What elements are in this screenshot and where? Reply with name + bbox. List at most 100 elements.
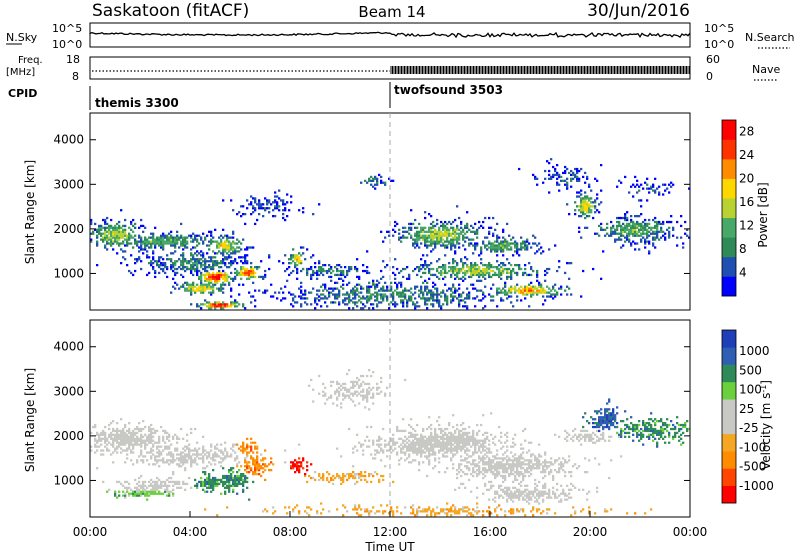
power-cell [208, 260, 211, 263]
power-cell [400, 236, 403, 239]
power-cell [140, 244, 143, 247]
power-cell [174, 287, 177, 290]
power-cell [472, 266, 475, 269]
power-cell [524, 289, 527, 292]
power-cell [278, 291, 281, 294]
power-cell [114, 232, 117, 235]
power-cell [238, 256, 241, 259]
power-cell [644, 181, 647, 184]
velocity-cell [246, 445, 249, 448]
power-cell [488, 271, 491, 275]
power-cell [468, 275, 471, 279]
power-cell [416, 301, 419, 304]
power-cell [320, 305, 323, 308]
power-cell [228, 281, 231, 284]
power-cell [570, 173, 573, 177]
velocity-cell [116, 439, 119, 442]
velocity-cell [366, 425, 369, 429]
power-cell [232, 242, 235, 245]
power-cell [350, 289, 353, 292]
power-cell [108, 242, 111, 245]
power-cell [470, 242, 473, 245]
power-cell [180, 273, 183, 277]
velocity-cell [440, 437, 443, 440]
power-cell [568, 171, 571, 175]
power-cell [632, 220, 635, 224]
power-cell [356, 283, 359, 286]
power-cell [444, 244, 447, 247]
power-cell [374, 299, 377, 302]
power-cell [496, 238, 499, 241]
power-cell [240, 205, 243, 208]
velocity-cell [446, 443, 449, 446]
power-cell [416, 244, 419, 247]
power-cell [334, 297, 337, 300]
power-cell [660, 226, 663, 229]
power-cell [232, 301, 235, 304]
power-cell [132, 246, 135, 249]
power-cell [190, 252, 193, 255]
power-cell [432, 236, 435, 239]
power-cell [148, 242, 151, 245]
power-cell [498, 271, 501, 275]
velocity-cell [354, 390, 357, 393]
velocity-cell [444, 443, 447, 446]
velocity-cell [138, 476, 141, 480]
velocity-cell [434, 514, 437, 517]
power-cell [236, 262, 239, 265]
power-cell [634, 242, 637, 245]
velocity-cell [154, 441, 157, 444]
velocity-cell [360, 390, 363, 393]
velocity-cell [412, 512, 415, 515]
power-cell [440, 269, 443, 273]
power-cell [262, 277, 265, 280]
velocity-cell [298, 469, 301, 472]
power-cell [262, 203, 265, 206]
velocity-cell [244, 449, 247, 452]
power-cell [564, 165, 567, 169]
power-cell [414, 287, 417, 290]
velocity-cell [352, 474, 355, 478]
power-cell [450, 269, 453, 273]
power-cell [216, 305, 219, 308]
power-cell [398, 238, 401, 241]
power-cell [268, 256, 271, 259]
power-cell [224, 271, 227, 275]
velocity-cell [140, 435, 143, 438]
power-cell [344, 297, 347, 300]
velocity-cell [118, 445, 121, 448]
power-cell [276, 207, 279, 210]
power-cell [178, 246, 181, 249]
power-cell [194, 260, 197, 263]
power-cell [174, 260, 177, 263]
power-cell [258, 275, 261, 279]
power-cell [554, 173, 557, 177]
cpid-program-2: twofsound 3503 [394, 83, 503, 97]
power-cell [244, 267, 247, 271]
power-cell [442, 271, 445, 275]
power-cell [496, 287, 499, 290]
velocity-cell [226, 486, 229, 489]
power-cell [222, 236, 225, 239]
velocity-cell [122, 490, 125, 493]
velocity-cell [126, 449, 129, 452]
power-cell [290, 271, 293, 275]
velocity-cell [140, 443, 143, 446]
power-cell [228, 283, 231, 286]
power-cell [646, 199, 649, 202]
noise-panel-frame [89, 22, 691, 48]
power-cell [460, 295, 463, 298]
power-cell [164, 266, 167, 269]
power-cell [522, 240, 525, 243]
power-cell [190, 285, 193, 288]
power-cell [216, 264, 219, 267]
power-cell [188, 283, 191, 286]
power-cell [226, 234, 229, 237]
velocity-cell [370, 388, 373, 391]
power-cell [304, 301, 307, 304]
power-cell [170, 230, 173, 233]
power-cell [334, 293, 337, 296]
velocity-cell [130, 435, 133, 438]
power-cell [422, 295, 425, 298]
power-cell [446, 238, 449, 241]
